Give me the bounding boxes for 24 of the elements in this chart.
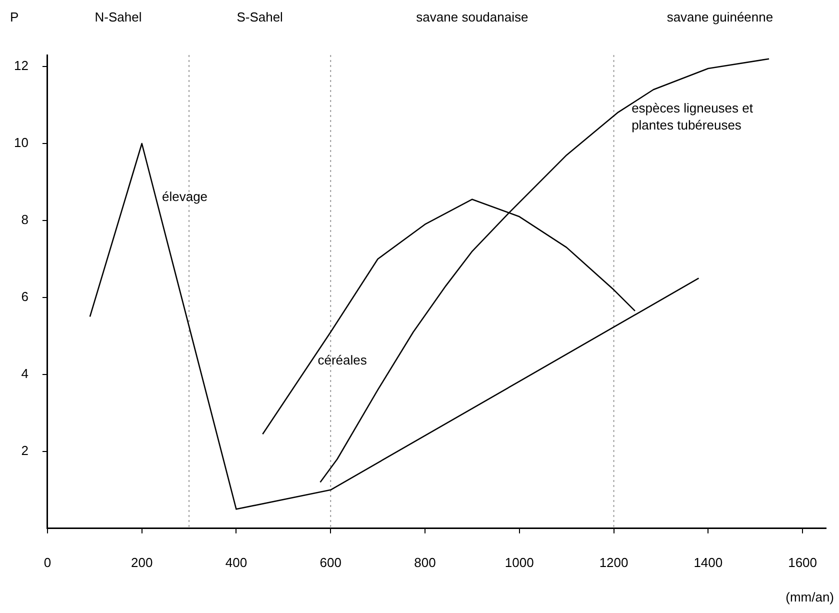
text: N-Sahel <box>94 10 142 25</box>
annotation: espèces ligneuses et plantes tubéreuses <box>632 100 754 132</box>
x-axis-title: (mm/an) <box>786 590 834 605</box>
y-tick-label: 2 <box>21 443 28 458</box>
text: savane guinéenne <box>666 10 774 25</box>
text: savane soudanaise <box>416 10 528 25</box>
y-tick-label: 4 <box>21 366 28 382</box>
x-tick-label: 800 <box>414 554 436 570</box>
x-tick-label: 1600 <box>788 554 817 570</box>
x-tick-label: 0 <box>44 554 52 570</box>
x-tick-label: 400 <box>225 554 248 570</box>
x-tick-label: 1000 <box>504 554 534 570</box>
y-tick-label: 12 <box>14 58 28 74</box>
x-tick-label: 600 <box>320 554 342 570</box>
y-tick-label: 8 <box>21 212 28 228</box>
annotation: céréales <box>318 352 368 368</box>
annotation: élevage <box>162 188 208 204</box>
x-tick-label: 200 <box>130 554 153 570</box>
y-tick-label: 6 <box>21 289 28 304</box>
x-tick-label: 1400 <box>694 554 723 570</box>
text: S-Sahel <box>236 10 284 25</box>
y-tick-label: 10 <box>14 135 28 150</box>
y-axis-title: P <box>10 10 19 25</box>
x-tick-label: 1200 <box>599 554 628 570</box>
